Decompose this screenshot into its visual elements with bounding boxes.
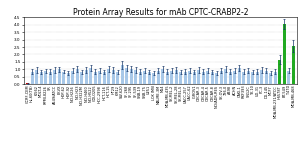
Bar: [80, 72, 83, 84]
Bar: [188, 71, 191, 84]
Bar: [148, 72, 151, 84]
Bar: [269, 73, 272, 84]
Bar: [35, 70, 38, 84]
Bar: [211, 72, 214, 84]
Bar: [112, 70, 115, 84]
Bar: [274, 71, 277, 84]
Bar: [58, 69, 61, 84]
Bar: [67, 73, 70, 84]
Bar: [247, 71, 250, 84]
Bar: [224, 69, 227, 84]
Bar: [139, 71, 142, 84]
Bar: [116, 72, 119, 84]
Bar: [184, 71, 187, 84]
Bar: [161, 69, 164, 84]
Bar: [242, 71, 245, 84]
Bar: [76, 69, 79, 84]
Bar: [98, 71, 101, 84]
Bar: [26, 83, 29, 84]
Bar: [157, 71, 160, 84]
Bar: [53, 70, 56, 84]
Bar: [152, 73, 155, 84]
Bar: [197, 70, 200, 84]
Bar: [71, 71, 74, 84]
Bar: [283, 24, 286, 84]
Bar: [265, 71, 268, 84]
Bar: [44, 71, 47, 84]
Bar: [103, 72, 106, 84]
Bar: [130, 69, 133, 84]
Bar: [166, 71, 169, 84]
Bar: [134, 70, 137, 84]
Bar: [85, 70, 88, 84]
Bar: [233, 71, 236, 84]
Bar: [202, 71, 205, 84]
Bar: [107, 69, 110, 84]
Bar: [125, 68, 128, 84]
Title: Protein Array Results for mAb CPTC-CRABP2-2: Protein Array Results for mAb CPTC-CRABP…: [73, 8, 248, 17]
Bar: [238, 68, 241, 84]
Bar: [206, 71, 209, 84]
Bar: [121, 65, 124, 84]
Bar: [40, 72, 43, 84]
Bar: [215, 73, 218, 84]
Bar: [287, 71, 290, 84]
Bar: [220, 71, 223, 84]
Bar: [251, 72, 254, 84]
Bar: [175, 70, 178, 84]
Bar: [292, 46, 295, 84]
Bar: [256, 71, 259, 84]
Bar: [170, 71, 173, 84]
Bar: [89, 68, 92, 84]
Bar: [229, 71, 232, 84]
Bar: [49, 71, 52, 84]
Bar: [31, 71, 34, 84]
Bar: [193, 72, 196, 84]
Bar: [62, 71, 65, 84]
Bar: [143, 71, 146, 84]
Bar: [94, 71, 97, 84]
Bar: [260, 70, 263, 84]
Bar: [179, 72, 182, 84]
Bar: [278, 60, 281, 84]
